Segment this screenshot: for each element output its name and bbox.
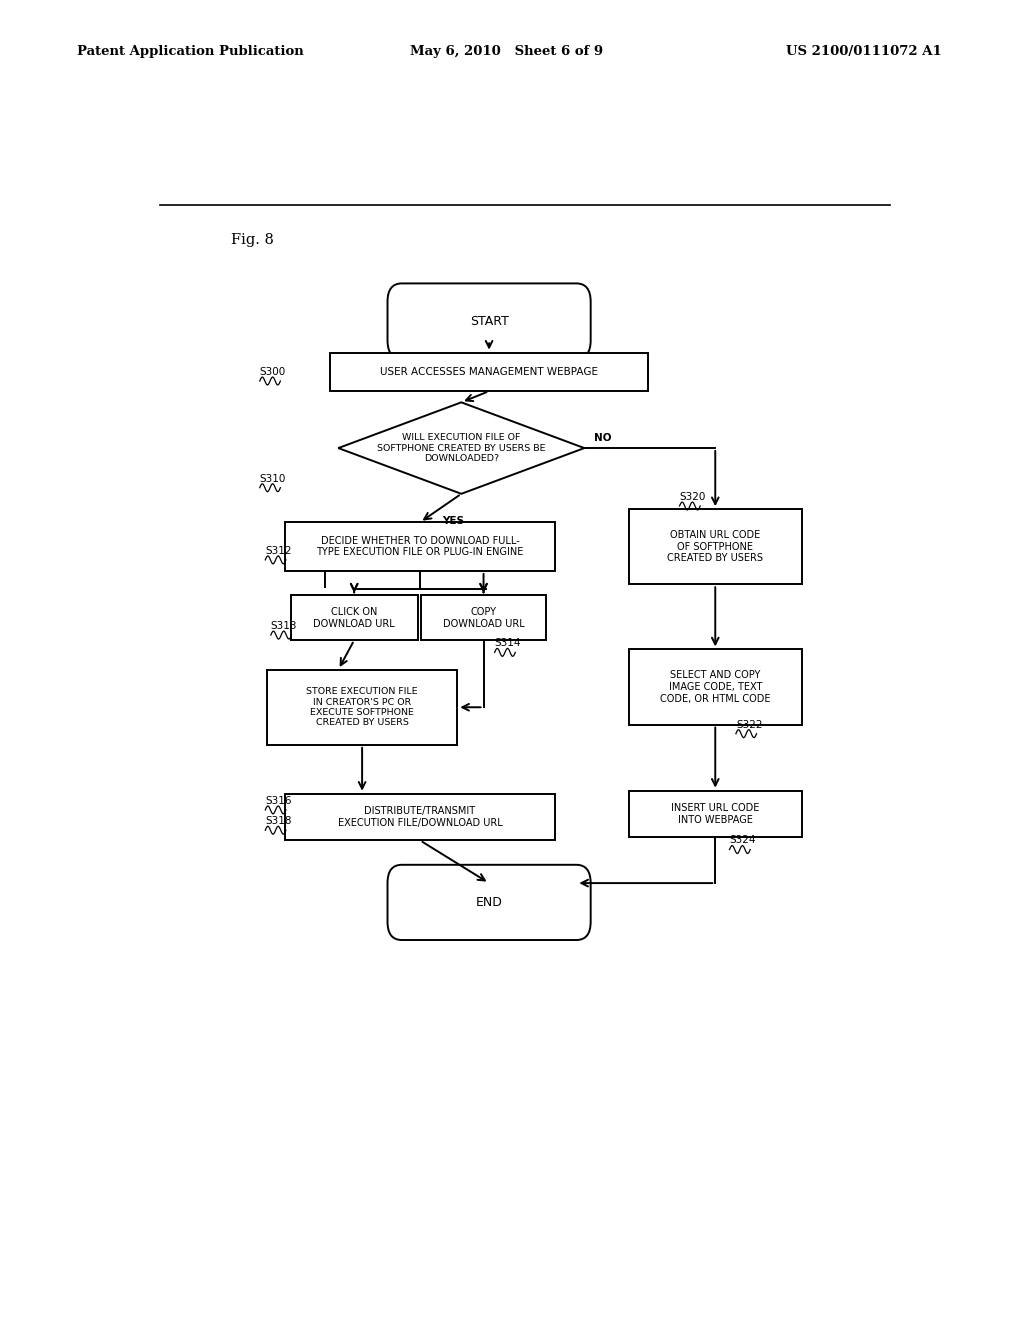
Bar	[285, 793, 555, 841]
Text: S322: S322	[736, 719, 763, 730]
FancyBboxPatch shape	[387, 284, 591, 359]
Text: START: START	[470, 314, 509, 327]
Text: DISTRIBUTE/TRANSMIT
EXECUTION FILE/DOWNLOAD URL: DISTRIBUTE/TRANSMIT EXECUTION FILE/DOWNL…	[338, 807, 503, 828]
Text: CLICK ON
DOWNLOAD URL: CLICK ON DOWNLOAD URL	[313, 607, 395, 628]
Polygon shape	[338, 403, 585, 494]
Text: WILL EXECUTION FILE OF
SOFTPHONE CREATED BY USERS BE
DOWNLOADED?: WILL EXECUTION FILE OF SOFTPHONE CREATED…	[377, 433, 546, 463]
Text: SELECT AND COPY
IMAGE CODE, TEXT
CODE, OR HTML CODE: SELECT AND COPY IMAGE CODE, TEXT CODE, O…	[660, 671, 770, 704]
Text: S310: S310	[260, 474, 286, 483]
Text: END: END	[476, 896, 503, 909]
Text: S324: S324	[729, 836, 756, 845]
Text: S318: S318	[265, 816, 292, 826]
Text: May 6, 2010   Sheet 6 of 9: May 6, 2010 Sheet 6 of 9	[410, 45, 603, 58]
Text: S300: S300	[260, 367, 286, 376]
Text: S313: S313	[270, 620, 297, 631]
Bar	[291, 595, 418, 640]
Text: NO: NO	[594, 433, 611, 444]
Text: DECIDE WHETHER TO DOWNLOAD FULL-
TYPE EXECUTION FILE OR PLUG-IN ENGINE: DECIDE WHETHER TO DOWNLOAD FULL- TYPE EX…	[316, 536, 523, 557]
Text: S316: S316	[265, 796, 292, 805]
Bar	[629, 649, 802, 725]
Bar	[267, 669, 458, 744]
Text: OBTAIN URL CODE
OF SOFTPHONE
CREATED BY USERS: OBTAIN URL CODE OF SOFTPHONE CREATED BY …	[668, 531, 763, 564]
Text: COPY
DOWNLOAD URL: COPY DOWNLOAD URL	[442, 607, 524, 628]
Text: STORE EXECUTION FILE
IN CREATOR'S PC OR
EXECUTE SOFTPHONE
CREATED BY USERS: STORE EXECUTION FILE IN CREATOR'S PC OR …	[306, 688, 418, 727]
Bar	[629, 791, 802, 837]
Text: US 2100/0111072 A1: US 2100/0111072 A1	[786, 45, 942, 58]
Text: INSERT URL CODE
INTO WEBPAGE: INSERT URL CODE INTO WEBPAGE	[671, 803, 760, 825]
Text: YES: YES	[442, 516, 464, 527]
Text: Patent Application Publication: Patent Application Publication	[77, 45, 303, 58]
Text: S320: S320	[680, 492, 706, 502]
Text: Fig. 8: Fig. 8	[231, 232, 274, 247]
FancyBboxPatch shape	[387, 865, 591, 940]
Bar	[285, 523, 555, 572]
Text: USER ACCESSES MANAGEMENT WEBPAGE: USER ACCESSES MANAGEMENT WEBPAGE	[380, 367, 598, 376]
Bar	[421, 595, 546, 640]
Text: S314: S314	[495, 639, 521, 648]
Bar	[331, 352, 648, 391]
Bar	[629, 510, 802, 585]
Text: S312: S312	[265, 545, 292, 556]
